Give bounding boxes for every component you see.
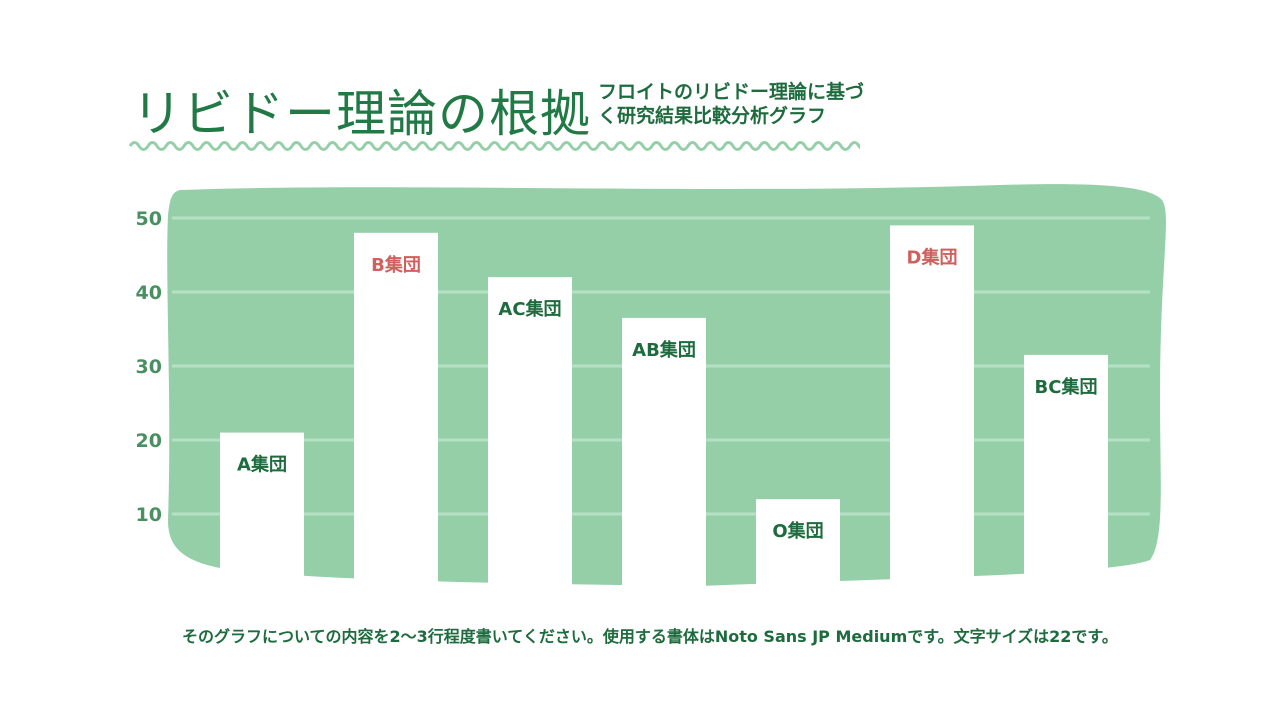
chart-caption: そのグラフについての内容を2〜3行程度書いてください。使用する書体はNoto S… — [182, 627, 1118, 646]
y-tick-label: 10 — [136, 504, 162, 526]
chart-bottom-mask — [160, 570, 1170, 610]
y-tick-label: 40 — [136, 282, 162, 304]
bar — [1024, 354, 1108, 610]
bar — [890, 225, 974, 610]
page-subtitle: フロイトのリビドー理論に基づく研究結果比較分析グラフ — [598, 81, 865, 127]
bar-label: A集団 — [237, 454, 287, 476]
bar-label: AB集団 — [632, 339, 696, 361]
bar — [622, 317, 706, 610]
wave-line — [128, 141, 860, 151]
bar-label: B集団 — [371, 254, 421, 276]
bar-label: AC集団 — [498, 298, 561, 320]
y-tick-label: 30 — [136, 356, 162, 378]
bar — [354, 232, 438, 611]
bar-label: BC集団 — [1035, 376, 1098, 398]
y-tick-label: 50 — [136, 208, 162, 230]
page-title: リビドー理論の根拠 — [132, 85, 591, 143]
bar-label: O集団 — [772, 520, 823, 542]
y-tick-label: 20 — [136, 430, 162, 452]
wavy-divider — [128, 141, 860, 151]
bar — [488, 277, 572, 610]
bar-label: D集団 — [907, 246, 958, 268]
